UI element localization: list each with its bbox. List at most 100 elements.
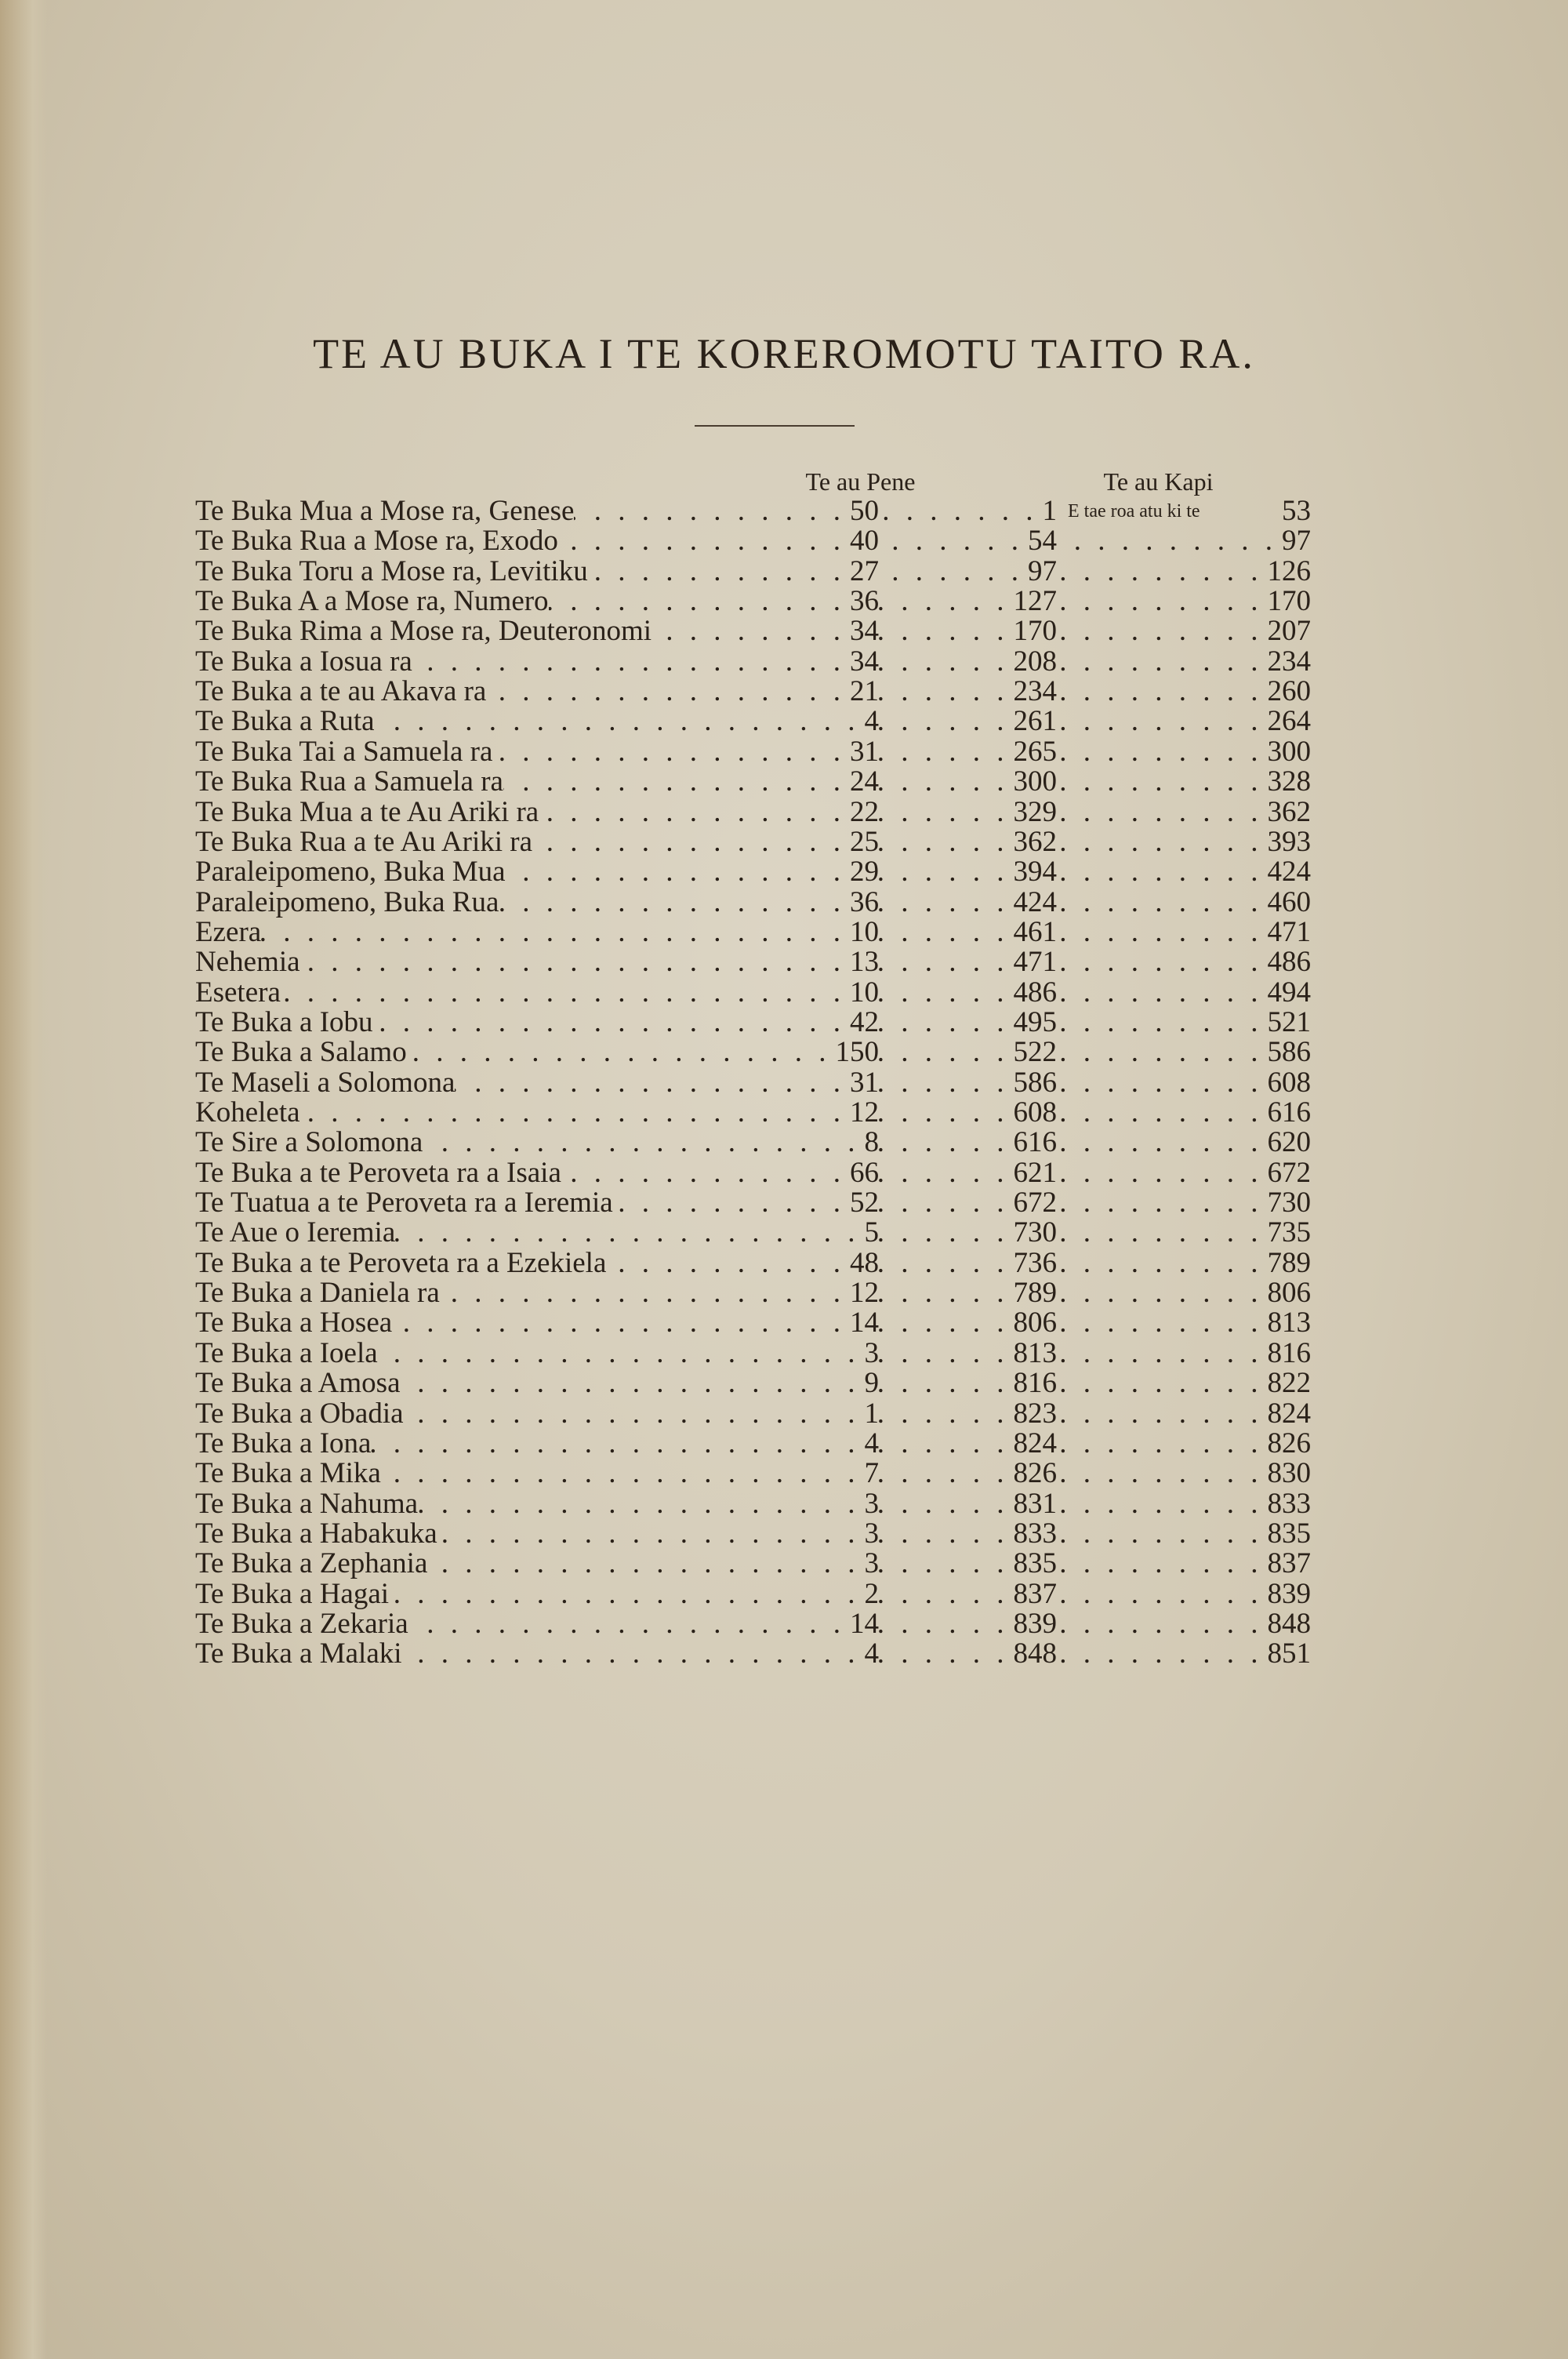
end-page: 521 xyxy=(1267,1007,1312,1038)
book-name: Te Buka a te Peroveta ra a Isaia xyxy=(195,1158,561,1188)
chapter-count: 48 xyxy=(850,1248,879,1278)
table-row: Te Buka a Hagai . . . . . . . . . . . . … xyxy=(0,1579,1568,1609)
start-page: 736 xyxy=(1013,1248,1058,1278)
dot-leader: . . . . . . . . . . . . . . . . . . . . … xyxy=(503,767,845,798)
chapter-count: 10 xyxy=(850,917,879,947)
dot-leader: . . . . . . . . . . . . . . . . . . . . … xyxy=(1057,1308,1263,1339)
dot-leader: . . . . . . . . . . . . . . . . . . . . … xyxy=(1057,1248,1263,1278)
dot-leader: . . . . . . . . . . . . . . . . . . . . … xyxy=(1057,587,1263,617)
end-page: 97 xyxy=(1282,526,1311,557)
chapter-count: 42 xyxy=(850,1007,879,1038)
chapter-count: 3 xyxy=(864,1518,880,1549)
start-page: 486 xyxy=(1013,977,1058,1008)
book-name: Te Buka a Salamo xyxy=(195,1038,407,1068)
chapter-count: 4 xyxy=(864,1639,880,1670)
end-page: 830 xyxy=(1267,1459,1312,1489)
chapter-count: 4 xyxy=(864,1428,880,1459)
book-name: Te Buka a Zephania xyxy=(195,1549,428,1579)
dot-leader: . . . . . . . . . . . . . . . . . . . . … xyxy=(879,1338,1009,1369)
dot-leader: . . . . . . . . . . . . . . . . . . . . … xyxy=(1057,1518,1263,1549)
chapter-count: 52 xyxy=(850,1188,879,1219)
dot-leader: . . . . . . . . . . . . . . . . . . . . … xyxy=(879,616,1009,647)
table-row: Te Buka a te au Akava ra . . . . . . . .… xyxy=(0,677,1568,707)
end-page: 837 xyxy=(1267,1549,1312,1579)
page-title: TE AU BUKA I TE KOREROMOTU TAITO RA. xyxy=(313,330,1255,377)
dot-leader: . . . . . . . . . . . . . . . . . . . . … xyxy=(1057,1158,1263,1188)
dot-leader: . . . . . . . . . . . . . . . . . . . . … xyxy=(1057,1067,1263,1098)
book-name: Koheleta xyxy=(195,1098,300,1128)
end-page: 207 xyxy=(1267,616,1312,647)
start-page: 730 xyxy=(1013,1218,1058,1249)
start-page: 586 xyxy=(1013,1067,1058,1098)
chapter-count: 29 xyxy=(850,857,879,888)
dot-leader: . . . . . . . . . . . . . . . . . . . . … xyxy=(574,496,845,526)
dot-leader: . . . . . . . . . . . . . . . . . . . . … xyxy=(401,1369,860,1399)
dot-leader: . . . . . . . . . . . . . . . . . . . . … xyxy=(1057,1608,1263,1639)
table-row: Te Buka a Mika . . . . . . . . . . . . .… xyxy=(0,1459,1568,1488)
dot-leader: . . . . . . . . . . . . . . . . . . . . … xyxy=(486,677,845,707)
dot-leader: . . . . . . . . . . . . . . . . . . . . … xyxy=(1057,1188,1263,1219)
dot-leader: . . . . . . . . . . . . . . . . . . . . … xyxy=(652,616,845,647)
dot-leader: . . . . . . . . . . . . . . . . . . . . … xyxy=(1057,917,1263,947)
book-name: Esetera xyxy=(195,977,281,1008)
end-page: 620 xyxy=(1267,1128,1312,1158)
dot-leader: . . . . . . . . . . . . . . . . . . . . … xyxy=(879,496,1038,526)
book-name: Te Buka a Iosua ra xyxy=(195,646,412,677)
dot-leader: . . . . . . . . . . . . . . . . . . . . … xyxy=(879,1128,1009,1158)
book-name: Te Aue o Ieremia xyxy=(195,1218,396,1249)
dot-leader: . . . . . . . . . . . . . . . . . . . . … xyxy=(879,797,1009,827)
dot-leader: . . . . . . . . . . . . . . . . . . . . … xyxy=(879,1549,1009,1579)
dot-leader: . . . . . . . . . . . . . . . . . . . . … xyxy=(879,827,1009,857)
start-page: 621 xyxy=(1013,1158,1058,1188)
end-page: 806 xyxy=(1267,1278,1312,1309)
table-row: Te Tuatua a te Peroveta ra a Ieremia . .… xyxy=(0,1188,1568,1218)
dot-leader: . . . . . . . . . . . . . . . . . . . . … xyxy=(1057,1278,1263,1309)
table-row: Te Buka a Ruta . . . . . . . . . . . . .… xyxy=(0,707,1568,736)
table-row: Te Buka a Obadia . . . . . . . . . . . .… xyxy=(0,1399,1568,1429)
dot-leader: . . . . . . . . . . . . . . . . . . . . … xyxy=(879,526,1023,557)
dot-leader: . . . . . . . . . . . . . . . . . . . . … xyxy=(407,1038,831,1068)
start-page: 831 xyxy=(1013,1488,1058,1519)
dot-leader: . . . . . . . . . . . . . . . . . . . . … xyxy=(879,917,1009,947)
dot-leader: . . . . . . . . . . . . . . . . . . . . … xyxy=(879,1639,1009,1670)
start-page: 522 xyxy=(1013,1038,1058,1068)
dot-leader: . . . . . . . . . . . . . . . . . . . . … xyxy=(1057,556,1263,587)
start-page: 839 xyxy=(1013,1608,1058,1639)
start-page: 424 xyxy=(1013,887,1058,918)
header-pages: Te au Kapi xyxy=(1103,467,1214,496)
book-name: Paraleipomeno, Buka Mua xyxy=(195,857,506,888)
book-name: Te Sire a Solomona xyxy=(195,1128,423,1158)
table-row: Te Buka a Iosua ra . . . . . . . . . . .… xyxy=(0,647,1568,677)
start-page: 824 xyxy=(1013,1428,1058,1459)
dot-leader: . . . . . . . . . . . . . . . . . . . . … xyxy=(879,1007,1009,1038)
dot-leader: . . . . . . . . . . . . . . . . . . . . … xyxy=(532,827,845,857)
end-page: 839 xyxy=(1267,1579,1312,1609)
book-name: Te Buka A a Mose ra, Numero xyxy=(195,587,549,617)
dot-leader: . . . . . . . . . . . . . . . . . . . . … xyxy=(402,1639,860,1670)
table-row: Te Buka a Iona . . . . . . . . . . . . .… xyxy=(0,1429,1568,1459)
end-page: 126 xyxy=(1267,556,1312,587)
dot-leader: . . . . . . . . . . . . . . . . . . . . … xyxy=(404,1398,860,1429)
start-page: 813 xyxy=(1013,1338,1058,1369)
end-page: 53 xyxy=(1282,496,1311,526)
dot-leader: . . . . . . . . . . . . . . . . . . . . … xyxy=(879,1398,1009,1429)
dot-leader: . . . . . . . . . . . . . . . . . . . . … xyxy=(1057,736,1263,767)
table-row: Te Buka a Malaki . . . . . . . . . . . .… xyxy=(0,1639,1568,1669)
table-row: Te Buka a Daniela ra . . . . . . . . . .… xyxy=(0,1278,1568,1308)
start-page: 394 xyxy=(1013,857,1058,888)
chapter-count: 8 xyxy=(864,1128,880,1158)
dot-leader: . . . . . . . . . . . . . . . . . . . . … xyxy=(549,587,845,617)
chapter-count: 34 xyxy=(850,646,879,677)
book-name: Te Buka a Daniela ra xyxy=(195,1278,440,1309)
table-row: Nehemia . . . . . . . . . . . . . . . . … xyxy=(0,947,1568,977)
end-page: 586 xyxy=(1267,1038,1312,1068)
book-name: Te Buka Tai a Samuela ra xyxy=(195,736,493,767)
dot-leader: . . . . . . . . . . . . . . . . . . . . … xyxy=(879,1608,1009,1639)
table-row: Te Buka Rima a Mose ra, Deuteronomi . . … xyxy=(0,616,1568,646)
dot-leader: . . . . . . . . . . . . . . . . . . . . … xyxy=(373,1007,845,1038)
book-name: Te Buka a Malaki xyxy=(195,1639,402,1670)
table-row: Te Aue o Ieremia . . . . . . . . . . . .… xyxy=(0,1218,1568,1248)
book-name: Te Buka Toru a Mose ra, Levitiku xyxy=(195,556,588,587)
dot-leader: . . . . . . . . . . . . . . . . . . . . … xyxy=(1057,1007,1263,1038)
book-name: Te Buka a te au Akava ra xyxy=(195,677,487,707)
